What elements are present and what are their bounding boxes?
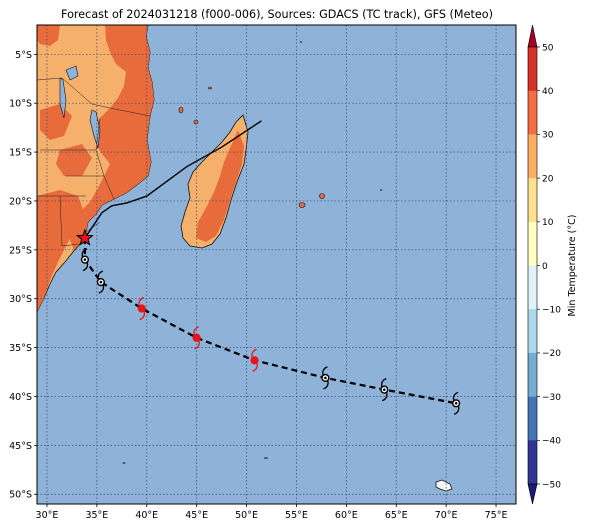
lat-tick-label: 35°S (9, 343, 32, 354)
colorbar-segment (528, 221, 537, 266)
gridlines (37, 25, 516, 504)
lat-tick-label: 10°S (9, 99, 32, 110)
colorbar-tick-label: 20 (542, 174, 554, 184)
colorbar-ticks: 50 40 30 20 10 0 −10 −20 −30 −40 −50 (537, 43, 561, 490)
lon-tick-label: 75°E (485, 510, 508, 521)
colorbar-segment (528, 352, 537, 397)
colorbar-extend-max (527, 24, 538, 48)
rodrigues-island (379, 189, 383, 191)
lon-tick-label: 45°E (185, 510, 208, 521)
longitude-axis: 30°E 35°E 40°E 45°E 50°E 55°E 60°E 65°E 70°E 75°E (36, 504, 508, 521)
colorbar-segment (528, 396, 537, 441)
cyclone-symbol-icon (452, 391, 461, 415)
map-panel: 30°E 35°E 40°E 45°E 50°E 55°E 60°E 65°E 70°E 75°E… (9, 24, 517, 521)
lake-tanganyika (59, 77, 67, 119)
colorbar-segment (528, 178, 537, 223)
lake-victoria (65, 65, 79, 81)
crozet-islands (264, 457, 268, 459)
lon-tick-label: 55°E (285, 510, 308, 521)
colorbar-tick-label: 30 (542, 131, 554, 141)
prince-edward-islands (122, 462, 126, 464)
lon-tick-label: 40°E (135, 510, 158, 521)
africa-hot-patch-north (37, 25, 60, 46)
lat-tick-label: 5°S (15, 50, 32, 61)
lon-tick-label: 50°E (235, 510, 258, 521)
cyclone-symbol-icon (192, 326, 201, 350)
lat-tick-label: 50°S (9, 490, 32, 501)
lat-tick-label: 20°S (9, 196, 32, 207)
lon-tick-label: 60°E (335, 510, 358, 521)
lat-tick-label: 15°S (9, 148, 32, 159)
cyclone-symbol-icon (380, 378, 389, 402)
lon-tick-label: 35°E (85, 510, 108, 521)
colorbar-tick-label: −30 (542, 393, 561, 403)
africa-hot-region-south (37, 190, 84, 312)
mauritius-island (319, 193, 325, 199)
islet-north (299, 41, 303, 43)
colorbar-tick-label: −50 (542, 480, 561, 490)
cyclone-symbol-icon (80, 247, 90, 272)
cyclone-symbol-icon (250, 348, 259, 372)
colorbar-tick-label: −20 (542, 349, 561, 359)
colorbar-tick-label: 10 (542, 218, 554, 228)
colorbar-segment (528, 134, 537, 179)
lon-tick-label: 65°E (385, 510, 408, 521)
past-track-line (84, 120, 262, 239)
colorbar-segment (528, 309, 537, 354)
colorbar-segment (528, 47, 537, 91)
cyclone-symbol-icon (137, 296, 146, 321)
cyclone-symbol-icon (96, 270, 105, 294)
colorbar-segment (528, 90, 537, 135)
map-frame (36, 24, 517, 505)
storm-track (75, 120, 461, 415)
colorbar-tick-label: 50 (542, 43, 554, 53)
colorbar-extend-min (527, 483, 538, 505)
colorbar-tick-label: 40 (542, 87, 554, 97)
current-position-star-icon (75, 228, 94, 246)
comoros-island (178, 106, 184, 114)
africa-hot-region-east (70, 25, 154, 250)
lon-tick-label: 30°E (36, 510, 59, 521)
colorbar-segment (528, 440, 537, 485)
mayotte-island (193, 119, 199, 125)
lat-tick-label: 25°S (9, 245, 32, 256)
colorbar-tick-label: −10 (542, 306, 561, 316)
colorbar-label: Min Temperature (°C) (567, 215, 578, 317)
lon-tick-label: 70°E (435, 510, 458, 521)
lat-tick-label: 30°S (9, 294, 32, 305)
colorbar: 50 40 30 20 10 0 −10 −20 −30 −40 −50 Min Temperatu… (527, 24, 578, 505)
colorbar-segments (527, 24, 538, 505)
latitude-axis: 5°S 10°S 15°S 20°S 25°S 30°S 35°S 40°S 45°S 50°S (9, 50, 37, 501)
seychelles-island (208, 86, 212, 90)
colorbar-tick-label: 0 (542, 262, 548, 272)
figure-title: Forecast of 2024031218 (f000-006), Sourc… (61, 8, 493, 21)
colorbar-tick-label: −40 (542, 437, 561, 447)
colorbar-segment (528, 265, 537, 310)
lat-tick-label: 40°S (9, 392, 32, 403)
kerguelen-islands (435, 479, 453, 492)
cyclone-symbol-icon (321, 366, 330, 390)
madagascar-hot-region (196, 130, 244, 242)
lat-tick-label: 45°S (9, 441, 32, 452)
reunion-island (298, 202, 306, 208)
